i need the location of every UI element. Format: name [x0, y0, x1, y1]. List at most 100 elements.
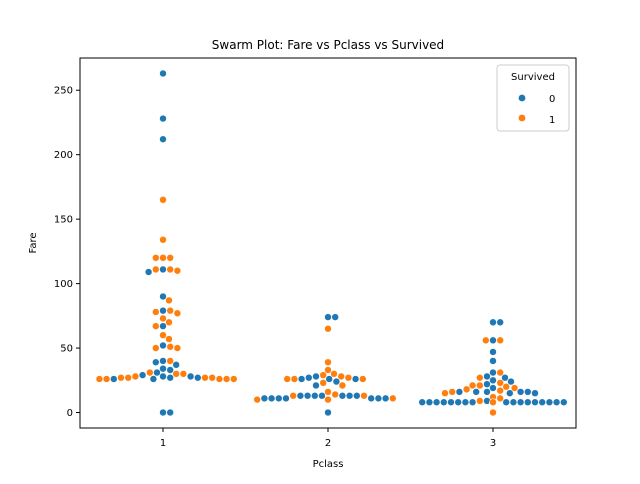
- point-survived-1: [201, 374, 209, 382]
- point-survived-1: [223, 375, 231, 383]
- point-survived-0: [166, 366, 174, 374]
- point-survived-0: [159, 408, 167, 417]
- point-survived-1: [124, 374, 132, 382]
- point-survived-1: [152, 308, 160, 316]
- point-survived-1: [476, 397, 484, 405]
- x-axis: 1 2 3: [160, 428, 496, 449]
- point-survived-1: [324, 388, 332, 396]
- point-survived-0: [282, 394, 290, 402]
- point-survived-1: [179, 370, 188, 378]
- point-survived-1: [324, 366, 332, 374]
- point-survived-0: [524, 388, 532, 396]
- point-survived-0: [516, 388, 525, 396]
- point-survived-0: [312, 381, 320, 390]
- y-tick-label-0: 0: [67, 408, 73, 419]
- point-survived-1: [173, 267, 182, 275]
- point-survived-1: [172, 370, 180, 378]
- point-survived-0: [545, 398, 554, 406]
- point-survived-1: [289, 392, 297, 400]
- point-survived-1: [290, 375, 299, 383]
- point-survived-1: [337, 372, 345, 381]
- point-survived-1: [324, 396, 332, 404]
- point-survived-1: [469, 381, 477, 390]
- point-survived-1: [166, 357, 174, 365]
- point-survived-0: [374, 394, 383, 402]
- point-survived-0: [324, 408, 332, 417]
- point-survived-1: [159, 254, 167, 262]
- point-survived-1: [253, 396, 261, 404]
- point-survived-1: [496, 387, 504, 395]
- point-survived-0: [483, 397, 491, 405]
- point-survived-1: [165, 318, 173, 326]
- point-survived-0: [159, 372, 167, 381]
- point-survived-1: [489, 398, 497, 406]
- point-survived-0: [352, 375, 360, 383]
- point-survived-0: [353, 392, 361, 400]
- point-survived-0: [304, 392, 312, 400]
- point-survived-0: [455, 388, 464, 396]
- point-survived-0: [489, 376, 497, 384]
- point-survived-1: [159, 314, 167, 323]
- point-survived-1: [359, 375, 367, 383]
- point-survived-1: [319, 371, 327, 379]
- point-survived-0: [338, 392, 347, 400]
- point-survived-0: [152, 358, 160, 366]
- point-survived-1: [496, 368, 504, 377]
- point-survived-1: [146, 368, 154, 377]
- point-survived-0: [296, 392, 305, 400]
- point-survived-0: [483, 388, 491, 396]
- point-survived-0: [496, 318, 504, 326]
- point-survived-0: [159, 357, 167, 365]
- y-tick-label-1: 50: [60, 344, 73, 355]
- point-survived-1: [230, 375, 238, 383]
- point-survived-0: [472, 388, 480, 396]
- points-layer: [95, 69, 568, 417]
- point-survived-0: [382, 394, 390, 402]
- point-survived-0: [447, 398, 455, 406]
- legend-title: Survived: [511, 72, 555, 83]
- point-survived-0: [489, 384, 497, 392]
- y-axis: 0 50 100 150 200 250: [54, 86, 80, 419]
- point-survived-0: [159, 322, 167, 330]
- point-survived-0: [509, 398, 518, 406]
- point-survived-0: [469, 398, 477, 406]
- point-survived-0: [483, 372, 491, 381]
- point-survived-0: [440, 398, 448, 406]
- point-survived-0: [275, 394, 283, 402]
- point-survived-1: [338, 381, 347, 390]
- y-tick-label-4: 200: [54, 150, 73, 161]
- y-tick-label-2: 100: [54, 279, 73, 290]
- point-survived-0: [489, 368, 497, 377]
- point-survived-0: [506, 389, 514, 397]
- point-survived-1: [152, 254, 160, 262]
- point-survived-0: [166, 408, 174, 417]
- x-axis-label: Pclass: [313, 459, 344, 470]
- legend-label-1: 1: [549, 115, 555, 126]
- point-survived-0: [538, 398, 546, 406]
- point-survived-0: [159, 265, 167, 274]
- point-survived-1: [166, 265, 174, 274]
- point-survived-0: [324, 313, 332, 321]
- point-survived-1: [489, 408, 497, 417]
- point-survived-1: [360, 392, 368, 400]
- legend-box: [496, 64, 570, 132]
- point-survived-0: [501, 374, 509, 382]
- point-survived-0: [483, 380, 491, 388]
- x-tick-label-0: 1: [160, 438, 166, 449]
- y-axis-label: Fare: [28, 232, 39, 253]
- point-survived-0: [159, 69, 167, 78]
- point-survived-1: [448, 388, 456, 396]
- point-survived-0: [531, 398, 539, 406]
- point-survived-0: [159, 114, 167, 123]
- point-survived-1: [166, 254, 174, 262]
- point-survived-0: [507, 377, 515, 386]
- x-tick-label-2: 3: [490, 438, 496, 449]
- point-survived-0: [166, 374, 174, 382]
- point-survived-1: [331, 390, 339, 399]
- point-survived-1: [463, 385, 471, 393]
- point-survived-1: [330, 370, 338, 378]
- y-tick-label-3: 150: [54, 215, 73, 226]
- point-survived-0: [318, 392, 326, 400]
- point-survived-1: [496, 336, 504, 344]
- point-survived-0: [418, 398, 426, 406]
